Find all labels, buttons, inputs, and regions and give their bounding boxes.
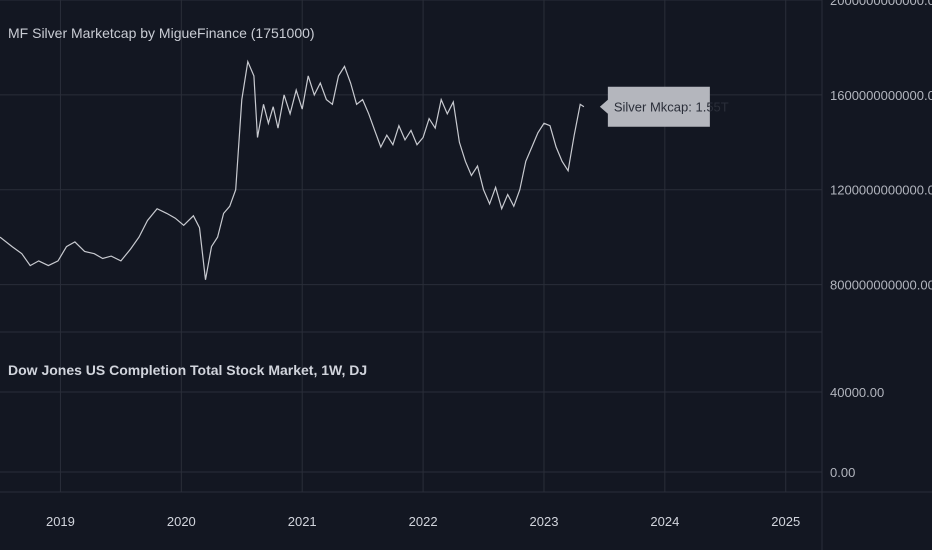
x-tick-label: 2024: [650, 514, 679, 529]
x-tick-label: 2021: [288, 514, 317, 529]
bottom-y-tick-label: 0.00: [830, 465, 855, 480]
x-tick-label: 2025: [771, 514, 800, 529]
last-value-label-shape: [599, 86, 710, 127]
top-pane-grid: [0, 0, 822, 492]
x-tick-label: 2020: [167, 514, 196, 529]
last-value-label: Silver Mkcap: 1.55T: [599, 86, 729, 127]
bottom-pane-price-axis[interactable]: 40000.00 0.00: [830, 385, 884, 480]
x-tick-label: 2023: [530, 514, 559, 529]
time-axis[interactable]: 2019 2020 2021 2022 2023 2024 2025: [46, 514, 800, 529]
top-y-tick-label: 1600000000000.00: [830, 88, 932, 103]
top-y-tick-label: 1200000000000.00: [830, 183, 932, 198]
top-y-tick-label: 800000000000.00: [830, 278, 932, 293]
bottom-pane-title: Dow Jones US Completion Total Stock Mark…: [8, 362, 367, 378]
top-pane-price-axis[interactable]: 2000000000000.00 1600000000000.00 12000000…: [830, 0, 932, 293]
silver-marketcap-line[interactable]: [0, 59, 585, 280]
top-y-tick-label: 2000000000000.00: [830, 0, 932, 8]
x-tick-label: 2022: [409, 514, 438, 529]
bottom-y-tick-label: 40000.00: [830, 385, 884, 400]
x-tick-label: 2019: [46, 514, 75, 529]
last-value-label-text: Silver Mkcap: 1.55T: [614, 100, 729, 115]
top-pane-title: MF Silver Marketcap by MigueFinance (175…: [8, 25, 315, 41]
bottom-pane-grid: [0, 391, 822, 473]
